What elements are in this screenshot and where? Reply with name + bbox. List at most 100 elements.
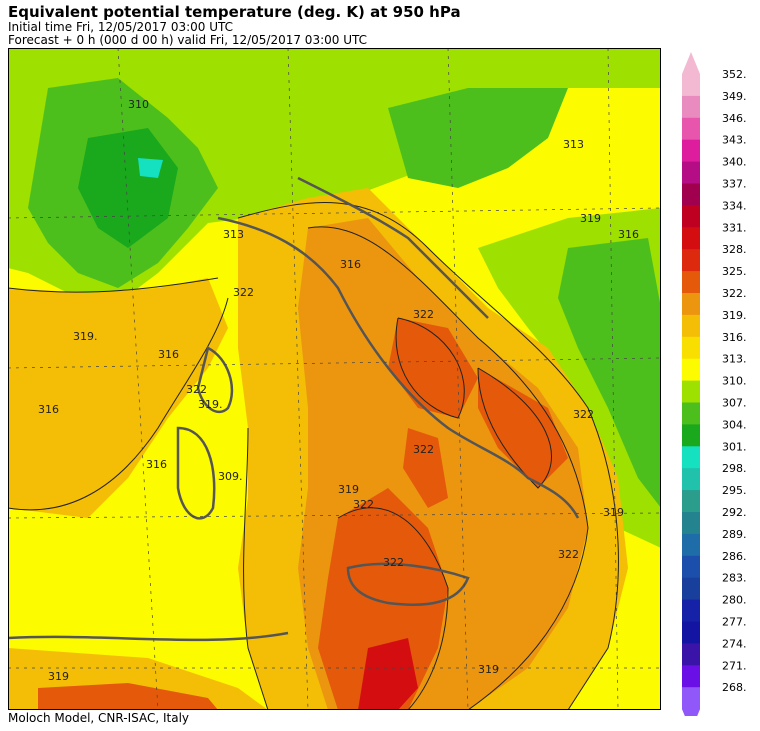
contour-label: 319 <box>478 663 499 676</box>
colorbar-swatch <box>682 621 700 644</box>
contour-label: 316 <box>38 403 59 416</box>
contour-label: 322 <box>383 556 404 569</box>
contour-label: 319 <box>338 483 359 496</box>
chart-title: Equivalent potential temperature (deg. K… <box>8 3 461 21</box>
colorbar-tick-label: 301. <box>722 440 747 453</box>
colorbar-tick-label: 274. <box>722 637 747 650</box>
map-frame <box>8 48 661 710</box>
colorbar-swatch <box>682 293 700 316</box>
weather-map: 310 313 313 319 316 319. 316 322 316 322… <box>8 48 661 710</box>
colorbar-swatch <box>682 490 700 513</box>
colorbar-swatch <box>682 205 700 228</box>
contour-label: 319 <box>603 506 624 519</box>
colorbar-top-arrow <box>682 52 700 74</box>
contour-label: 316 <box>146 458 167 471</box>
cyan-spot <box>138 158 163 178</box>
colorbar-swatch <box>682 74 700 97</box>
contour-label: 322 <box>413 443 434 456</box>
colorbar-tick-label: 292. <box>722 506 747 519</box>
contour-label: 313 <box>223 228 244 241</box>
red-core <box>358 638 418 710</box>
colorbar-swatch <box>682 643 700 666</box>
forecast-time-label: Forecast + 0 h (000 d 00 h) valid Fri, 1… <box>8 33 367 47</box>
colorbar-swatch <box>682 380 700 403</box>
contour-label: 313 <box>563 138 584 151</box>
colorbar-swatch <box>682 139 700 163</box>
colorbar-swatch <box>682 599 700 622</box>
contour-label: 319 <box>48 670 69 683</box>
colorbar-tick-label: 271. <box>722 659 747 672</box>
colorbar-labels: 352. 349. 346. 343. 340. 337. 334. 331. 328. 325.… <box>722 68 747 694</box>
colorbar-tick-label: 295. <box>722 484 747 497</box>
colorbar-tick-label: 334. <box>722 199 747 212</box>
colorbar-swatch <box>682 512 700 535</box>
northeast-green <box>388 88 568 188</box>
colorbar-swatch <box>682 468 700 491</box>
contour-label: 322 <box>353 498 374 511</box>
colorbar-tick-label: 328. <box>722 243 747 256</box>
colorbar-swatch <box>682 117 700 141</box>
contour-label: 316 <box>158 348 179 361</box>
colorbar-tick-label: 322. <box>722 287 747 300</box>
colorbar-tick-label: 283. <box>722 572 747 585</box>
contour-label: 319. <box>73 330 98 343</box>
contour-label: 322 <box>233 286 254 299</box>
contour-label: 322 <box>413 308 434 321</box>
colorbar-swatch <box>682 161 700 184</box>
ionian-orange <box>478 368 568 488</box>
contour-label: 316 <box>618 228 639 241</box>
colorbar-tick-label: 349. <box>722 90 747 103</box>
colorbar-bottom-arrow <box>682 709 700 716</box>
contour-label: 322 <box>573 408 594 421</box>
colorbar-tick-label: 310. <box>722 375 747 388</box>
africa-red <box>38 683 218 710</box>
colorbar-tick-label: 343. <box>722 134 747 147</box>
colorbar-tick-label: 331. <box>722 221 747 234</box>
colorbar-swatch <box>682 424 700 447</box>
colorbar-swatch <box>682 271 700 294</box>
colorbar-swatch <box>682 687 700 710</box>
south-tyrrhenian-orange <box>403 428 448 508</box>
initial-time-label: Initial time Fri, 12/05/2017 03:00 UTC <box>8 20 234 34</box>
contour-label: 309. <box>218 470 243 483</box>
colorbar-tick-label: 340. <box>722 156 747 169</box>
model-credit: Moloch Model, CNR-ISAC, Italy <box>8 711 190 725</box>
colorbar-tick-label: 325. <box>722 265 747 278</box>
colorbar-swatch <box>682 336 700 360</box>
italy-red-orange <box>318 488 448 710</box>
contour-label: 310 <box>128 98 149 111</box>
colorbar-tick-label: 313. <box>722 353 747 366</box>
colorbar-swatch <box>682 183 700 206</box>
colorbar-tick-label: 346. <box>722 112 747 125</box>
colorbar-swatch <box>682 95 700 119</box>
colorbar-tick-label: 337. <box>722 178 747 191</box>
colorbar: 352. 349. 346. 343. 340. 337. 334. 331. 328. 325.… <box>682 52 747 716</box>
colorbar-swatch <box>682 555 700 579</box>
colorbar-tick-label: 289. <box>722 528 747 541</box>
contour-lines <box>8 202 619 710</box>
colorbar-swatch <box>682 533 700 557</box>
contour-label: 319. <box>198 398 223 411</box>
colorbar-swatch <box>682 249 700 272</box>
contour-label: 316 <box>340 258 361 271</box>
contour-label: 322 <box>186 383 207 396</box>
contour-label: 319 <box>580 212 601 225</box>
alpine-deep-green <box>78 128 178 248</box>
colorbar-swatch <box>682 314 700 338</box>
graticule <box>8 48 661 710</box>
contour-label-group: 310 313 313 319 316 319. 316 322 316 322… <box>38 98 639 683</box>
west-orange-region <box>8 278 228 518</box>
colorbar-tick-label: 316. <box>722 331 747 344</box>
colorbar-swatch <box>682 402 700 425</box>
colorbar-tick-label: 319. <box>722 309 747 322</box>
colorbar-swatch <box>682 577 700 601</box>
colorbar-tick-label: 268. <box>722 681 747 694</box>
colorbar-tick-label: 352. <box>722 68 747 81</box>
coastlines <box>8 176 580 642</box>
colorbar-tick-label: 307. <box>722 397 747 410</box>
balkan-dark-green <box>558 238 661 508</box>
colorbar-tick-label: 280. <box>722 594 747 607</box>
colorbar-swatch <box>682 446 700 469</box>
colorbar-tick-label: 277. <box>722 616 747 629</box>
header: Equivalent potential temperature (deg. K… <box>8 4 461 47</box>
